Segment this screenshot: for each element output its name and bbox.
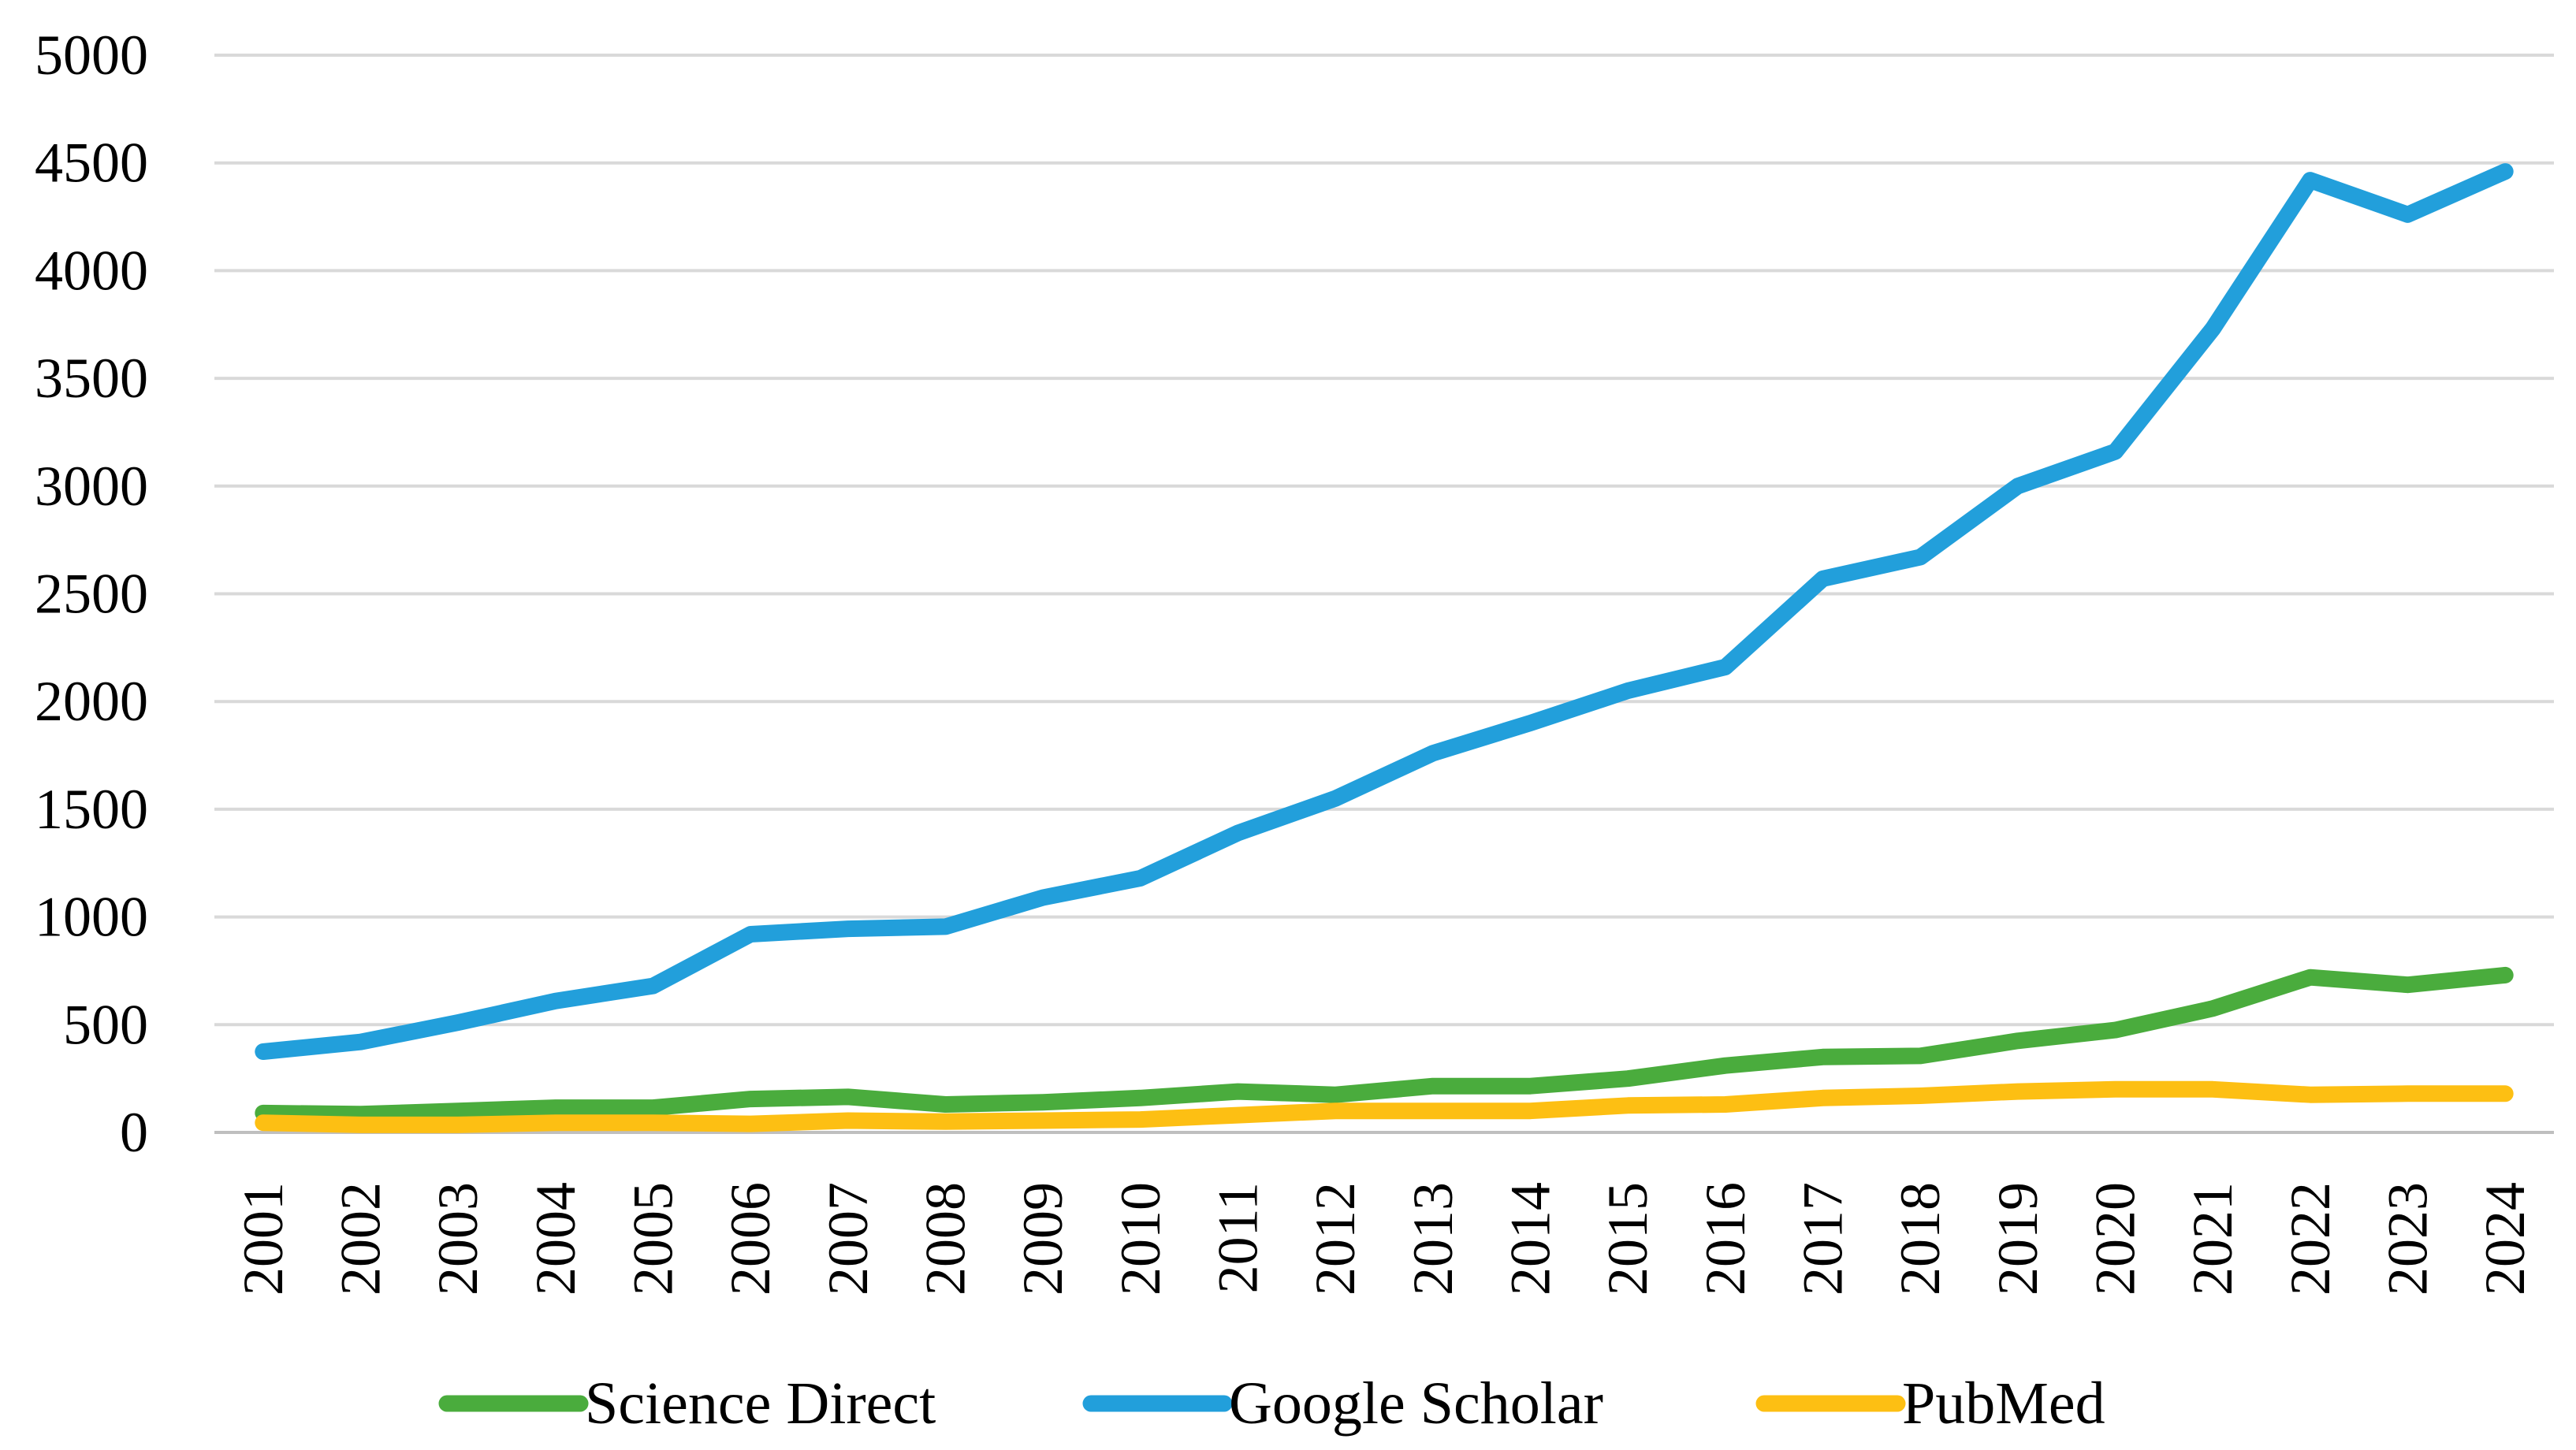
x-tick-label: 2005 — [622, 1182, 685, 1296]
x-tick-label: 2001 — [232, 1182, 295, 1296]
x-tick-label: 2010 — [1109, 1182, 1172, 1296]
x-tick-label: 2002 — [329, 1182, 393, 1296]
x-tick-label: 2024 — [2474, 1182, 2537, 1296]
x-tick-label: 2004 — [524, 1182, 587, 1296]
legend: Science Direct Google Scholar PubMed — [438, 1370, 2105, 1437]
legend-label-science-direct: Science Direct — [585, 1370, 936, 1437]
x-tick-label: 2015 — [1596, 1182, 1659, 1296]
x-tick-label: 2007 — [817, 1182, 880, 1296]
gridlines — [214, 54, 2554, 1134]
x-tick-label: 2003 — [426, 1182, 490, 1296]
series-line-science-direct — [255, 966, 2514, 1123]
x-tick-label: 2011 — [1207, 1182, 1270, 1293]
x-tick-label: 2018 — [1889, 1182, 1952, 1296]
y-tick-label: 1500 — [35, 778, 148, 841]
legend-label-pubmed: PubMed — [1902, 1370, 2105, 1437]
series-line-pubmed — [255, 1080, 2514, 1133]
y-tick-label: 0 — [120, 1101, 148, 1164]
x-tick-label: 2021 — [2181, 1182, 2244, 1296]
y-tick-label: 2000 — [35, 670, 148, 733]
x-tick-label: 2016 — [1694, 1182, 1757, 1296]
legend-label-google-scholar: Google Scholar — [1229, 1370, 1603, 1437]
data-series — [255, 163, 2514, 1133]
y-tick-label: 5000 — [35, 24, 148, 87]
x-tick-label: 2022 — [2279, 1182, 2342, 1296]
x-tick-label: 2008 — [914, 1182, 977, 1296]
x-tick-label: 2009 — [1011, 1182, 1074, 1296]
series-line-google-scholar — [255, 163, 2514, 1060]
y-tick-label: 500 — [63, 993, 148, 1056]
y-tick-label: 4000 — [35, 239, 148, 302]
x-tick-label: 2013 — [1402, 1182, 1465, 1296]
x-axis-tick-labels: 2001 2002 2003 2004 2005 2006 2007 2008 2009 2010… — [232, 1182, 2537, 1296]
x-tick-label: 2006 — [719, 1182, 782, 1296]
x-tick-label: 2014 — [1499, 1182, 1562, 1296]
x-tick-label: 2012 — [1304, 1182, 1367, 1296]
x-tick-label: 2020 — [2084, 1182, 2147, 1296]
x-tick-label: 2023 — [2377, 1182, 2440, 1296]
y-tick-label: 3000 — [35, 455, 148, 518]
x-tick-label: 2017 — [1792, 1182, 1855, 1296]
y-tick-label: 4500 — [35, 132, 148, 195]
y-tick-label: 3500 — [35, 347, 148, 410]
y-tick-label: 1000 — [35, 886, 148, 949]
x-tick-label: 2019 — [1986, 1182, 2049, 1296]
y-tick-label: 2500 — [35, 563, 148, 626]
y-axis-tick-labels: 0 500 1000 1500 2000 2500 3000 3500 4000 4500 5000 — [35, 24, 148, 1164]
